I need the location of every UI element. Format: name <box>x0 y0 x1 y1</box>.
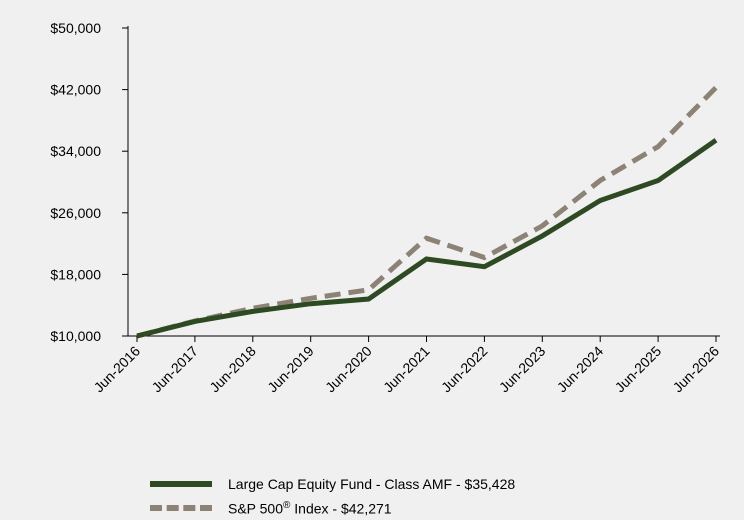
y-tick-label: $26,000 <box>50 205 101 221</box>
legend-swatch-index <box>150 505 212 511</box>
x-tick-label: Jun-2025 <box>612 343 665 396</box>
x-tick-label: Jun-2020 <box>322 343 375 396</box>
legend-swatch-fund <box>150 481 212 487</box>
y-tick-label: $42,000 <box>50 82 101 98</box>
x-tick-label: Jun-2017 <box>148 343 201 396</box>
x-tick-label: Jun-2024 <box>554 343 607 396</box>
legend: Large Cap Equity Fund - Class AMF - $35,… <box>150 472 515 520</box>
series-line-index <box>136 85 718 339</box>
x-tick-label: Jun-2018 <box>206 343 259 396</box>
x-tick-label: Jun-2023 <box>496 343 549 396</box>
x-tick-label: Jun-2022 <box>438 343 491 396</box>
x-tick-label: Jun-2026 <box>670 343 723 396</box>
legend-label-index: S&P 500® Index - $42,271 <box>228 499 392 517</box>
legend-item-index: S&P 500® Index - $42,271 <box>150 496 515 520</box>
legend-label-fund: Large Cap Equity Fund - Class AMF - $35,… <box>228 476 516 492</box>
line-chart: $10,000 $18,000 $26,000 $34,000 $42,000 $50,0… <box>50 20 723 396</box>
y-tick-label: $50,000 <box>50 20 101 36</box>
y-tick-label: $10,000 <box>50 328 101 344</box>
x-tick-label: Jun-2019 <box>264 343 317 396</box>
y-tick-label: $18,000 <box>50 266 101 282</box>
x-tick-label: Jun-2021 <box>380 343 433 396</box>
series-line-fund <box>136 138 718 339</box>
x-tick-label: Jun-2016 <box>91 343 144 396</box>
y-tick-label: $34,000 <box>50 143 101 159</box>
legend-item-fund: Large Cap Equity Fund - Class AMF - $35,… <box>150 472 515 496</box>
